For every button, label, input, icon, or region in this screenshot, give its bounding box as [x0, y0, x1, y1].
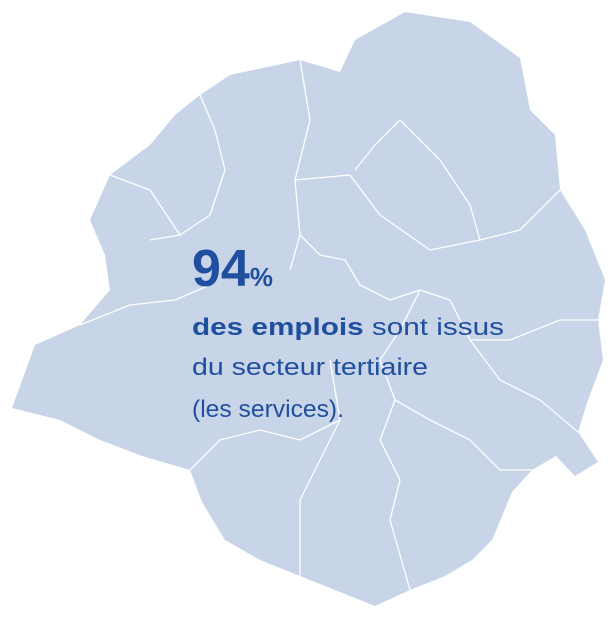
border [469, 339, 579, 433]
border [79, 284, 211, 326]
border [294, 174, 561, 251]
stat-unit: % [250, 262, 273, 292]
stat-value: 94 [192, 240, 250, 298]
text-line: du secteur tertiaire [192, 354, 428, 381]
border [354, 119, 481, 241]
border [379, 289, 532, 471]
border [109, 174, 181, 236]
text-line: (les services). [192, 396, 344, 423]
region-outline [12, 12, 605, 606]
border [379, 399, 411, 591]
text-rest: sont issus [372, 314, 504, 341]
border [299, 359, 341, 576]
text-bold: des emplois [192, 314, 364, 341]
stat-block: 94% [192, 240, 273, 298]
border [189, 419, 341, 471]
border [149, 94, 226, 241]
map [12, 12, 605, 606]
text-line: des emplois sont issus [192, 314, 504, 341]
municipality-borders [79, 59, 598, 591]
statistic: 94% des emplois sont issus du secteur te… [192, 240, 504, 423]
